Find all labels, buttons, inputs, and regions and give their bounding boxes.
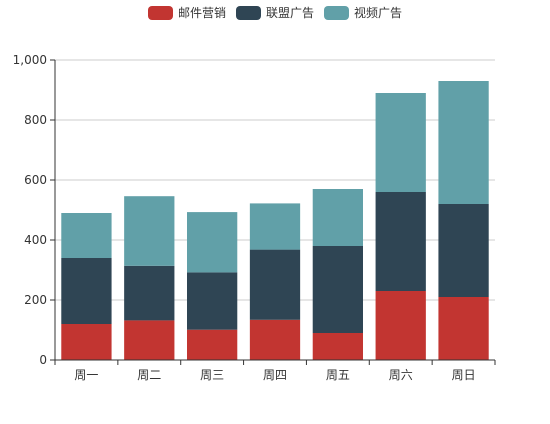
y-tick-label: 600	[24, 173, 47, 187]
bar-union[interactable]	[438, 204, 489, 297]
bar-email[interactable]	[61, 324, 112, 360]
bar-email[interactable]	[312, 333, 363, 360]
y-tick-label: 800	[24, 113, 47, 127]
y-tick-label: 200	[24, 293, 47, 307]
bar-video[interactable]	[375, 93, 426, 192]
legend-label-union: 联盟广告	[265, 6, 314, 20]
bar-union[interactable]	[124, 265, 175, 321]
bar-video[interactable]	[61, 213, 112, 258]
x-tick-label: 周日	[452, 368, 476, 382]
legend-item-email[interactable]: 邮件营销	[147, 4, 226, 21]
legend-swatch-video	[324, 5, 349, 20]
bar-video[interactable]	[187, 212, 238, 273]
legend-label-video: 视频广告	[354, 6, 403, 20]
legend-label-email: 邮件营销	[177, 6, 226, 20]
y-tick-label: 1,000	[13, 53, 47, 67]
x-tick-label: 周一	[74, 368, 98, 382]
bar-union[interactable]	[61, 258, 112, 324]
bar-email[interactable]	[438, 297, 489, 360]
legend-swatch-email	[147, 5, 173, 20]
bar-union[interactable]	[187, 272, 238, 330]
y-tick-label: 400	[24, 233, 47, 247]
bar-video[interactable]	[312, 189, 363, 246]
x-tick-label: 周三	[200, 368, 224, 382]
bar-video[interactable]	[438, 81, 489, 204]
x-tick-label: 周五	[326, 368, 350, 382]
x-tick-label: 周二	[137, 368, 161, 382]
bar-email[interactable]	[375, 291, 426, 360]
x-tick-label: 周四	[263, 368, 287, 382]
legend-swatch-union	[235, 5, 261, 20]
bar-video[interactable]	[249, 203, 301, 250]
bar-union[interactable]	[249, 249, 301, 320]
legend-item-video[interactable]: 视频广告	[324, 4, 402, 21]
y-tick-label: 0	[39, 353, 47, 367]
bar-video[interactable]	[124, 196, 175, 266]
legend-item-union[interactable]: 联盟广告	[235, 4, 314, 21]
legend: 邮件营销 联盟广告 视频广告	[0, 4, 550, 21]
bar-email[interactable]	[124, 320, 175, 360]
bar-email[interactable]	[249, 319, 301, 360]
bar-email[interactable]	[187, 329, 238, 360]
x-tick-label: 周六	[389, 368, 413, 382]
bar-union[interactable]	[375, 192, 426, 291]
bar-union[interactable]	[312, 246, 363, 333]
